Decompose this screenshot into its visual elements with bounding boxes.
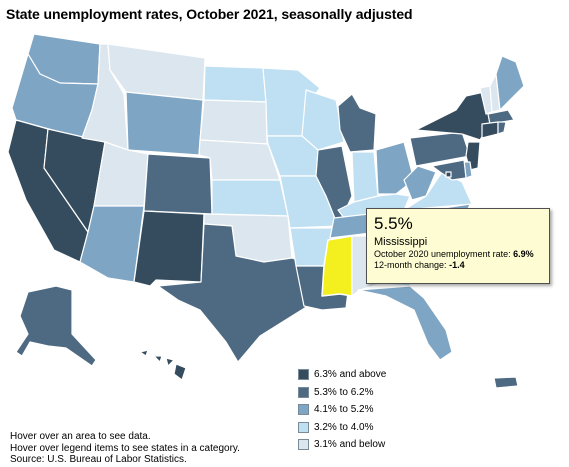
- legend-item-cat4[interactable]: 3.2% to 4.0%: [298, 419, 386, 437]
- state-nd[interactable]: [203, 65, 267, 103]
- state-ny[interactable]: [415, 91, 491, 141]
- legend-swatch-cat1: [298, 369, 309, 381]
- tooltip-change-line: 12-month change: -1.4: [374, 260, 542, 271]
- legend: 6.3% and above 5.3% to 6.2% 4.1% to 5.2%…: [298, 366, 386, 454]
- legend-item-cat1[interactable]: 6.3% and above: [298, 366, 386, 384]
- notes: Hover over an area to see data. Hover ov…: [10, 431, 240, 466]
- tooltip-prior-value: 6.9%: [513, 249, 534, 259]
- state-ak[interactable]: [15, 285, 97, 367]
- legend-label-cat1: 6.3% and above: [314, 369, 387, 381]
- state-ct[interactable]: [481, 121, 499, 139]
- legend-label-cat3: 4.1% to 5.2%: [314, 404, 374, 416]
- tooltip-change-value: -1.4: [449, 260, 465, 270]
- state-hi[interactable]: [139, 349, 187, 381]
- state-ne[interactable]: [198, 139, 281, 181]
- legend-item-cat3[interactable]: 4.1% to 5.2%: [298, 401, 386, 419]
- state-me[interactable]: [495, 55, 525, 111]
- legend-swatch-cat4: [298, 421, 309, 433]
- legend-swatch-cat2: [298, 386, 309, 398]
- legend-swatch-cat3: [298, 404, 309, 416]
- legend-item-cat2[interactable]: 5.3% to 6.2%: [298, 384, 386, 402]
- state-co[interactable]: [143, 153, 213, 215]
- legend-label-cat5: 3.1% and below: [314, 439, 386, 451]
- state-ms[interactable]: [321, 235, 353, 297]
- state-ri[interactable]: [497, 121, 507, 135]
- state-tx[interactable]: [157, 223, 309, 363]
- state-nm[interactable]: [133, 210, 205, 287]
- map-title: State unemployment rates, October 2021, …: [6, 6, 413, 22]
- state-in[interactable]: [351, 151, 379, 203]
- tooltip-change-label: 12-month change:: [374, 260, 447, 270]
- state-sd[interactable]: [199, 99, 268, 145]
- state-ks[interactable]: [211, 179, 289, 217]
- state-dc[interactable]: [445, 171, 452, 178]
- state-md[interactable]: [431, 159, 467, 181]
- state-pr[interactable]: [493, 376, 519, 389]
- state-fl[interactable]: [357, 285, 453, 361]
- tooltip-value: 5.5%: [374, 214, 413, 233]
- legend-swatch-cat5: [298, 439, 309, 451]
- note-hover-area: Hover over an area to see data.: [10, 431, 151, 442]
- note-hover-legend: Hover over legend items to see states in…: [10, 442, 240, 454]
- legend-item-cat5[interactable]: 3.1% and below: [298, 436, 386, 454]
- state-mi[interactable]: [337, 93, 377, 153]
- state-wv[interactable]: [403, 165, 437, 201]
- state-wy[interactable]: [125, 91, 204, 156]
- note-source: Source: U.S. Bureau of Labor Statistics.: [10, 454, 187, 465]
- state-ma[interactable]: [487, 109, 515, 125]
- legend-label-cat4: 3.2% to 4.0%: [314, 421, 374, 433]
- legend-label-cat2: 5.3% to 6.2%: [314, 386, 374, 398]
- tooltip-state-name: Mississippi: [374, 236, 428, 248]
- state-wi[interactable]: [301, 89, 345, 151]
- state-tooltip: 5.5% Mississippi October 2020 unemployme…: [366, 208, 550, 284]
- tooltip-prior-line: October 2020 unemployment rate: 6.9%: [374, 249, 542, 260]
- tooltip-prior-label: October 2020 unemployment rate:: [374, 249, 511, 259]
